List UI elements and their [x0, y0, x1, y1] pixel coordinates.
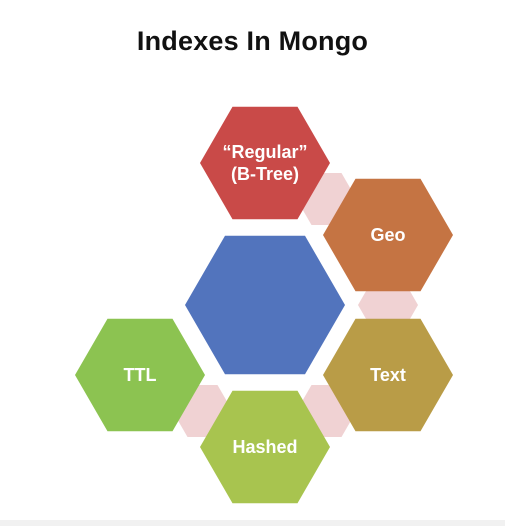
- connector-geo-text: [358, 279, 418, 331]
- hexagon-ttl: TTL: [75, 318, 205, 432]
- hexagon-text-shape: [323, 318, 453, 432]
- hexagons: “Regular”(B-Tree) Geo Text Hashed TTL: [75, 106, 453, 504]
- slide-title: Indexes In Mongo: [136, 26, 369, 56]
- hexagon-regular: “Regular”(B-Tree): [200, 106, 330, 220]
- hexagon-geo: Geo: [323, 178, 453, 292]
- hexagon-geo-label: Geo: [370, 225, 405, 245]
- hexagon-hashed-shape: [200, 390, 330, 504]
- hexagon-text: Text: [323, 318, 453, 432]
- hexagon-center-shape: [185, 235, 345, 375]
- hexagon-center: [185, 235, 345, 375]
- hexagon-hashed: Hashed: [200, 390, 330, 504]
- hexagon-regular-label: “Regular”: [222, 142, 307, 162]
- hexagon-ttl-shape: [75, 318, 205, 432]
- hexagon-text-label: Text: [370, 365, 406, 385]
- hexagon-geo-shape: [323, 178, 453, 292]
- hexagon-hashed-label: Hashed: [232, 437, 297, 457]
- bottom-strip: [0, 520, 505, 526]
- hexagon-ttl-label: TTL: [124, 365, 157, 385]
- hexagon-regular-shape: [200, 106, 330, 220]
- hexagon-regular-label: (B-Tree): [231, 164, 299, 184]
